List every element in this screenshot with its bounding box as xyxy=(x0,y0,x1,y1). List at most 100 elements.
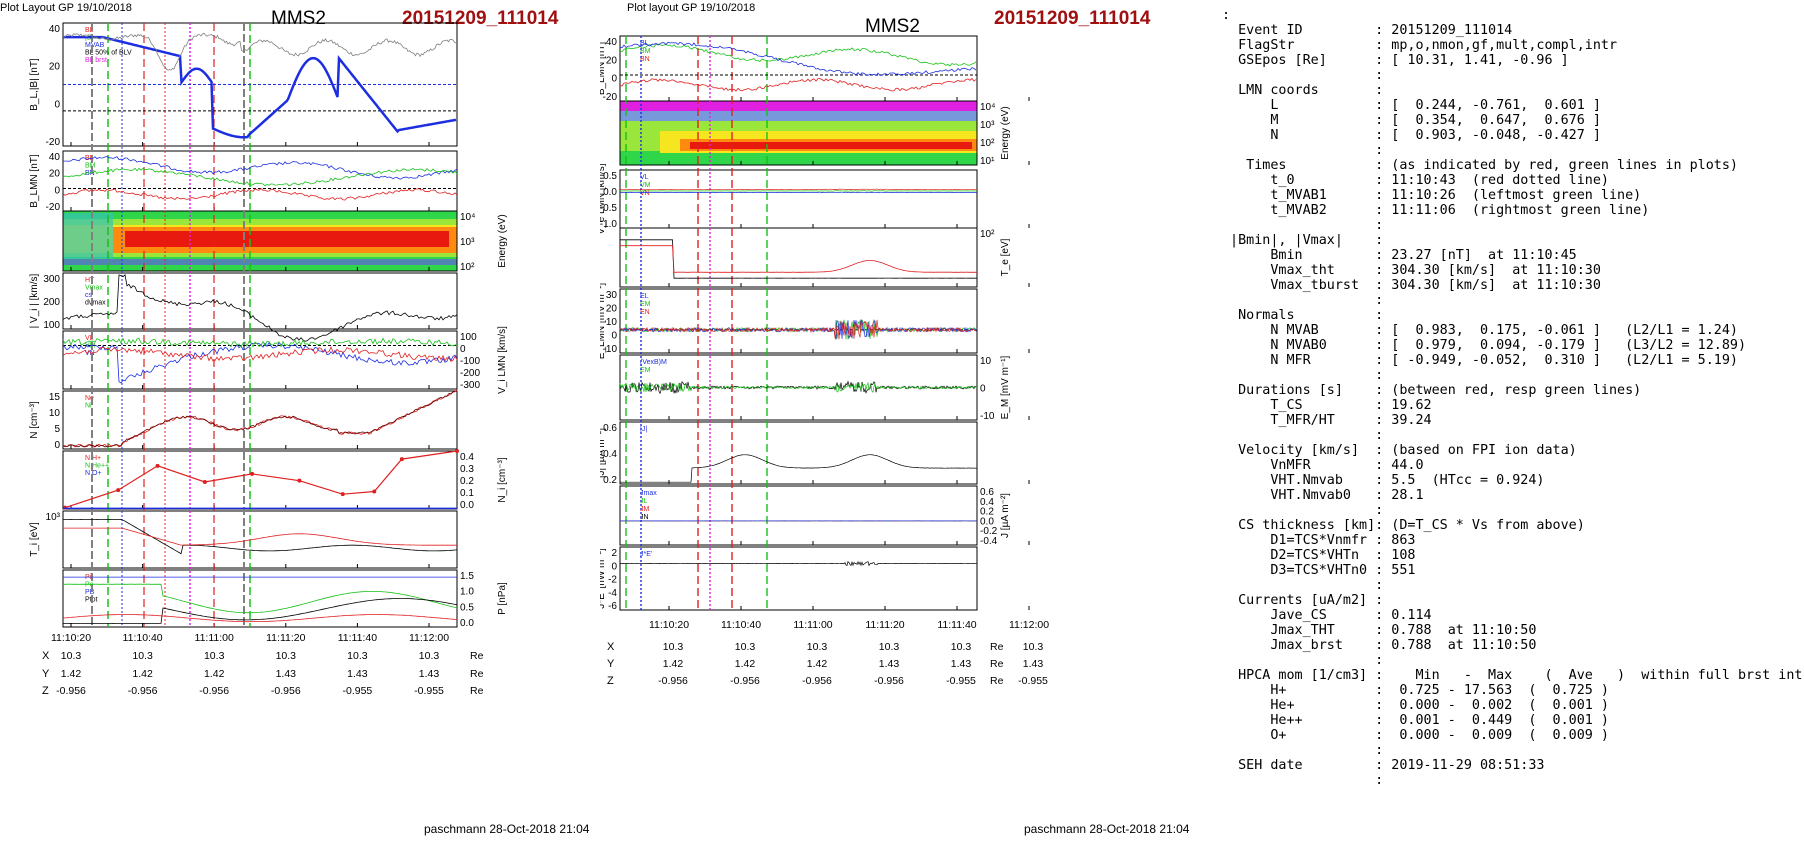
y-tick-label: 0.0 xyxy=(460,500,474,511)
ti-trace xyxy=(62,519,458,555)
info-line: Bmin : 23.27 [nT] at 11:10:45 xyxy=(1222,248,1577,263)
info-line: D3=TCS*VHTn0 : 551 xyxy=(1222,563,1416,578)
legend-entry: BM xyxy=(640,48,651,55)
panel-frame xyxy=(62,569,458,628)
b-magnitude-trace xyxy=(62,32,457,71)
y-tick-label: 20 xyxy=(606,304,618,315)
y-axis-label: V_e LMN [km/s] xyxy=(600,163,607,234)
info-line: t_MVAB1 : 11:10:26 (leftmost green line) xyxy=(1222,188,1642,203)
y-tick-label: 40 xyxy=(49,152,61,163)
info-line: VHT.Nmvab : 5.5 (HTcc = 0.924) xyxy=(1222,473,1545,488)
ephemeris-value: 10.3 xyxy=(276,650,297,662)
x-tick-label: 11:11:00 xyxy=(793,619,832,631)
y-tick-label: -0.2 xyxy=(980,526,998,537)
y-axis-label: T_e [eV] xyxy=(1000,238,1011,276)
x-tick-label: 11:10:40 xyxy=(721,619,761,631)
y-tick-label: 0 xyxy=(980,384,986,395)
panel-frame xyxy=(619,354,978,421)
info-line: N : [ 0.903, -0.048, -0.427 ] xyxy=(1222,128,1601,143)
vi-magnitude-trace xyxy=(62,274,458,342)
info-line: VHT.Nmvab0 : 28.1 xyxy=(1222,488,1424,503)
info-line: M : [ 0.354, 0.647, 0.676 ] xyxy=(1222,113,1601,128)
ephemeris-value: 1.42 xyxy=(132,668,153,680)
ephemeris-value: 10.3 xyxy=(735,641,756,653)
ne-trace xyxy=(63,389,458,448)
y-tick-label: 10² xyxy=(980,229,995,240)
x-tick-label: 11:12:00 xyxy=(1009,619,1049,631)
y-tick-label: 10² xyxy=(460,262,475,273)
em-trace xyxy=(619,381,978,393)
legend-entry: VL xyxy=(85,335,94,342)
bl-trace xyxy=(63,35,457,139)
ephemeris-value: 10.3 xyxy=(663,641,684,653)
info-line: T_CS : 19.62 xyxy=(1222,398,1432,413)
te-par-trace xyxy=(620,239,978,279)
y-tick-label: 0.4 xyxy=(460,452,474,463)
vl-trace xyxy=(620,191,978,194)
left-plot-header: Plot Layout GP 19/10/2018 xyxy=(0,2,132,14)
ephemeris-value: -0.956 xyxy=(271,685,301,697)
y-tick-label: 0 xyxy=(54,440,60,451)
legend-entry: JL xyxy=(640,498,648,505)
info-line: Durations [s] : (between red, resp green… xyxy=(1222,383,1642,398)
y-tick-label: 0.0 xyxy=(460,618,474,629)
y-tick-label: 0.5 xyxy=(460,602,474,613)
info-line: HPCA mom [1/cm3] : Min - Max ( Ave ) wit… xyxy=(1222,668,1803,683)
legend-entry: HT xyxy=(85,277,95,284)
y-axis-label: E_LMN [mV m⁻¹] xyxy=(600,283,607,360)
info-line: : xyxy=(1222,743,1384,758)
y-axis-label: B_LMN [nT] xyxy=(600,42,607,96)
ephemeris-value: -0.956 xyxy=(56,685,86,697)
he-plus-plus-point xyxy=(297,478,302,483)
ephemeris-value: -0.955 xyxy=(1018,675,1048,687)
legend-entry: BN xyxy=(85,170,95,177)
ephemeris-value: 1.42 xyxy=(735,658,756,670)
ephemeris-value: 10.3 xyxy=(1023,641,1044,653)
y-tick-label: 10³ xyxy=(46,512,61,523)
y-tick-label: 10⁴ xyxy=(460,212,475,223)
info-line: D1=TCS*Vnmfr : 863 xyxy=(1222,533,1416,548)
vl-trace xyxy=(62,341,458,384)
ephemeris-unit: Re xyxy=(470,650,484,662)
info-line: : xyxy=(1222,218,1384,233)
ephemeris-label: Z xyxy=(42,685,49,697)
ephemeris-unit: Re xyxy=(990,641,1004,653)
panel-frame xyxy=(619,421,978,485)
ephemeris-value: 1.42 xyxy=(807,658,828,670)
legend-entry: J*E' xyxy=(640,551,652,558)
x-tick-label: 11:11:20 xyxy=(865,619,904,631)
y-tick-label: 10¹ xyxy=(980,156,995,167)
y-tick-label: 1.5 xyxy=(460,571,474,582)
spectrogram-band xyxy=(63,213,113,259)
left-footer: paschmann 28-Oct-2018 21:04 xyxy=(424,822,590,836)
y-tick-label: -0.4 xyxy=(980,536,998,547)
he-plus-plus-point xyxy=(455,449,459,453)
y-tick-label: 2 xyxy=(611,548,617,559)
info-line: N MVAB0 : [ 0.979, 0.094, -0.179 ] (L3/L… xyxy=(1222,338,1747,353)
y-tick-label: 0.2 xyxy=(980,507,994,518)
legend-entry: BN xyxy=(640,56,650,63)
event-info-panel: : Event ID : 20151209_111014 FlagStr : m… xyxy=(1222,8,1802,788)
ephemeris-value: 10.3 xyxy=(879,641,900,653)
info-line: D2=TCS*VHTn : 108 xyxy=(1222,548,1416,563)
info-line: : xyxy=(1222,368,1384,383)
y-tick-label: 10 xyxy=(980,356,992,367)
x-tick-label: 11:10:40 xyxy=(123,632,163,644)
legend-entry: EM xyxy=(640,367,651,374)
right-event-id: 20151209_111014 xyxy=(994,8,1151,29)
panel-frame xyxy=(62,210,458,272)
ephemeris-value: 1.42 xyxy=(204,668,225,680)
y-tick-label: 0.2 xyxy=(603,475,617,486)
he-plus-plus-point xyxy=(116,488,121,493)
y-axis-label: V_i LMN [km/s] xyxy=(497,326,508,394)
ephemeris-label: Y xyxy=(607,658,615,670)
ephemeris-value: 10.3 xyxy=(807,641,828,653)
y-tick-label: 20 xyxy=(49,62,61,73)
x-tick-label: 11:11:40 xyxy=(937,619,976,631)
ion-spectrogram xyxy=(63,211,457,271)
ephemeris-value: 1.42 xyxy=(663,658,684,670)
y-axis-label: J*E' [nW m⁻³] xyxy=(600,548,607,609)
y-tick-label: -6 xyxy=(608,601,617,612)
y-tick-label: 0 xyxy=(54,99,60,110)
ephemeris-value: 1.43 xyxy=(347,668,368,680)
